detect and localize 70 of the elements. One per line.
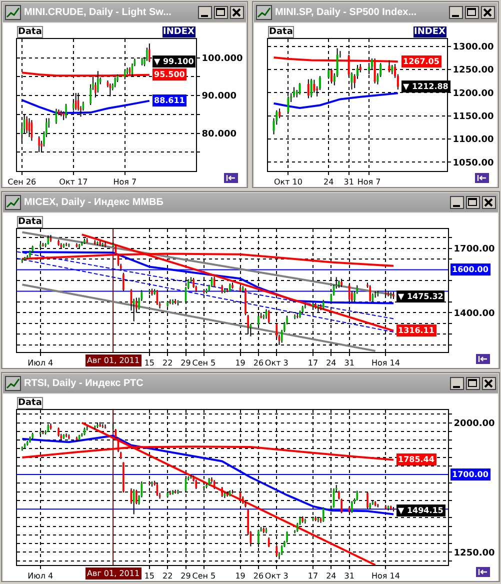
- x-tick-label: 22: [162, 572, 173, 581]
- text: Data: [269, 27, 293, 37]
- chart-title: MINI.CRUDE, Daily - Light Sw...: [24, 7, 172, 18]
- y-tick-label: 100.000: [202, 54, 243, 64]
- y-tick-label: 1200.00: [452, 88, 494, 99]
- x-tick-label: 15: [144, 572, 155, 581]
- ref-line-label: 1600.00: [452, 265, 489, 274]
- y-tick-label: 1250.00: [452, 66, 494, 76]
- text: INDEX: [163, 27, 194, 37]
- x-tick-label: 24: [324, 178, 334, 187]
- text: INDEX: [414, 27, 446, 37]
- x-tick-label: 17: [308, 358, 318, 368]
- y-tick-label: 1050.00: [452, 158, 494, 168]
- y-tick-label: 80.000: [202, 129, 237, 140]
- ref-line-label: Авг 01, 2011: [87, 569, 140, 578]
- y-tick-label: 1400.00: [454, 308, 495, 319]
- annotation: ▼ 1494.15: [398, 506, 444, 515]
- data-label: 88.611: [154, 96, 186, 105]
- y-tick-label: 1700.00: [454, 244, 495, 254]
- data-label: 1785.44: [398, 455, 435, 464]
- x-tick-label: 22: [162, 358, 173, 368]
- x-tick-label: 31: [344, 572, 354, 581]
- y-tick-label: 1300.00: [452, 42, 494, 53]
- chart-title: MICEX, Daily - Индекс ММВБ: [24, 197, 164, 208]
- x-tick-label: Сен 5: [192, 358, 216, 368]
- text: Data: [18, 398, 42, 408]
- annotation: ▼ 1475.32: [398, 292, 444, 301]
- x-tick-label: 31: [344, 358, 354, 368]
- data-label: 1267.05: [403, 57, 440, 66]
- x-tick-label: 19: [235, 358, 246, 368]
- chart-title: RTSI, Daily - Индекс РТС: [24, 378, 144, 389]
- annotation: ▼ 99.100: [154, 57, 194, 66]
- x-tick-label: 26: [253, 358, 264, 368]
- x-tick-label: Сен 5: [192, 572, 216, 581]
- x-tick-label: Ноя 14: [371, 358, 400, 368]
- x-tick-label: Ноя 14: [371, 572, 400, 581]
- x-tick-label: 29: [180, 572, 191, 581]
- x-tick-label: Сен 26: [8, 178, 36, 187]
- y-tick-label: 1250.00: [454, 548, 495, 558]
- y-tick-label: 2000.00: [454, 418, 495, 429]
- chart-title: MINI.SP, Daily - SP500 Index...: [275, 7, 418, 18]
- x-tick-label: Ноя 7: [357, 178, 381, 187]
- annotation: ▼ 1212.88: [403, 82, 449, 91]
- x-tick-label: 29: [180, 358, 191, 368]
- data-label: 95.500: [154, 70, 186, 79]
- ref-line-label: Авг 01, 2011: [87, 356, 140, 365]
- candlestick: [221, 486, 224, 498]
- x-tick-label: 24: [326, 572, 336, 581]
- x-tick-label: Окт 3: [264, 572, 288, 581]
- x-tick-label: Июл 4: [28, 572, 54, 581]
- x-tick-label: 19: [235, 572, 246, 581]
- x-tick-label: 15: [144, 358, 155, 368]
- text: Data: [18, 27, 42, 37]
- line-series: [272, 92, 399, 110]
- x-tick-label: Окт 3: [264, 358, 288, 368]
- data-label: 1316.11: [398, 326, 435, 335]
- y-tick-label: 1100.00: [452, 135, 494, 146]
- candlestick: [369, 284, 372, 302]
- x-tick-label: Окт 17: [59, 178, 88, 187]
- y-tick-label: 90.000: [202, 92, 237, 102]
- x-tick-label: 24: [326, 358, 336, 368]
- x-tick-label: Июл 4: [28, 358, 54, 368]
- text: Data: [18, 217, 42, 227]
- x-tick-label: Ноя 7: [113, 178, 137, 187]
- x-tick-label: 17: [308, 572, 318, 581]
- x-tick-label: 31: [344, 178, 354, 187]
- x-tick-label: Окт 10: [274, 178, 302, 187]
- candlestick: [322, 299, 324, 310]
- x-tick-label: 26: [253, 572, 264, 581]
- y-tick-label: 1150.00: [452, 112, 494, 122]
